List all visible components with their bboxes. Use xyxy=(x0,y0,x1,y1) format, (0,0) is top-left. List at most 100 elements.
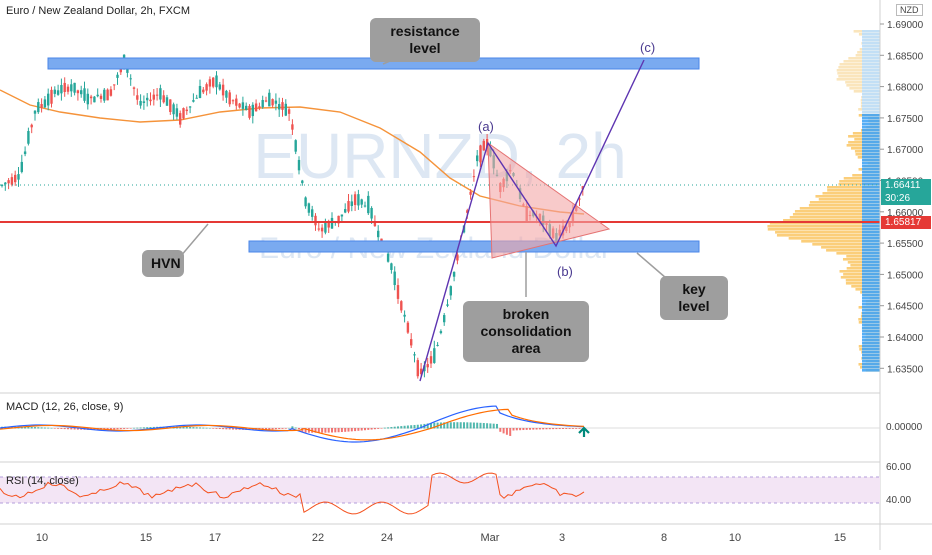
wave-path[interactable] xyxy=(419,59,645,382)
price-tick-label: 1.67500 xyxy=(887,114,924,125)
volume-profile-side-bar xyxy=(862,300,880,303)
hvn-callout[interactable]: HVN xyxy=(142,250,184,277)
macd-histogram-bar xyxy=(519,428,522,431)
time-tick-label: 3 xyxy=(559,532,565,544)
macd-histogram-bar xyxy=(208,427,211,429)
candle-body xyxy=(70,84,73,92)
macd-histogram-bar xyxy=(380,428,383,429)
volume-profile-bar xyxy=(843,60,880,63)
triangle-pattern[interactable] xyxy=(487,142,611,259)
candle-body xyxy=(63,82,66,92)
volume-profile-side-bar xyxy=(862,222,880,225)
macd-histogram-bar xyxy=(529,428,531,430)
candle-body xyxy=(0,184,4,186)
macd-histogram-bar xyxy=(373,428,376,430)
volume-profile-side-bar xyxy=(862,324,880,327)
volume-profile-side-bar xyxy=(862,87,880,90)
volume-profile-side-bar xyxy=(862,219,880,222)
macd-histogram-bar xyxy=(47,427,50,429)
volume-profile-side-bar xyxy=(862,294,880,297)
volume-profile-bar xyxy=(815,195,880,198)
candle-body xyxy=(271,99,274,106)
candle-body xyxy=(86,93,89,105)
volume-profile-side-bar xyxy=(862,270,880,273)
candle-body xyxy=(370,207,373,219)
resistance-callout[interactable]: resistance level xyxy=(370,18,480,62)
volume-profile-side-bar xyxy=(862,177,880,180)
macd-histogram-bar xyxy=(152,426,155,429)
candle-body xyxy=(20,161,23,172)
macd-histogram-bar xyxy=(215,428,218,429)
macd-histogram-bar xyxy=(479,422,482,429)
volume-profile-side-bar xyxy=(862,144,880,147)
volume-profile-side-bar xyxy=(862,174,880,177)
macd-histogram-bar xyxy=(558,428,561,430)
volume-profile-side-bar xyxy=(862,96,880,99)
candle-body xyxy=(136,95,139,100)
candle-body xyxy=(149,99,152,102)
candle-body xyxy=(113,84,116,86)
candle-body xyxy=(449,286,452,296)
price-tick-label: 1.65000 xyxy=(887,270,924,281)
candle-body xyxy=(159,88,162,100)
macd-histogram-bar xyxy=(459,422,462,429)
macd-histogram-bar xyxy=(578,428,581,429)
candle-body xyxy=(390,263,393,270)
macd-histogram-bar xyxy=(43,427,46,429)
macd-histogram-bar xyxy=(149,427,152,429)
candle-body xyxy=(337,215,340,224)
macd-histogram-bar xyxy=(522,428,525,431)
macd-histogram-bar xyxy=(67,428,69,430)
volume-profile-bar xyxy=(836,252,880,255)
candle-body xyxy=(446,304,449,306)
key-level-callout[interactable]: key level xyxy=(660,276,728,320)
candle-body xyxy=(353,194,357,206)
macd-histogram-bar xyxy=(57,428,60,429)
candle-body xyxy=(360,199,363,205)
macd-histogram-bar xyxy=(202,427,205,429)
candle-body xyxy=(357,194,360,206)
candle-body xyxy=(258,106,261,108)
macd-histogram-bar xyxy=(453,422,456,429)
price-tick-label: 1.63500 xyxy=(887,364,924,375)
macd-histogram-bar xyxy=(166,426,168,429)
volume-profile xyxy=(767,30,880,372)
price-tick-label: 1.66000 xyxy=(887,208,924,219)
volume-profile-side-bar xyxy=(862,291,880,294)
volume-profile-side-bar xyxy=(862,75,880,78)
volume-profile-bar xyxy=(837,72,880,75)
volume-profile-side-bar xyxy=(862,147,880,150)
time-axis[interactable]: 10 15 17 22 24 Mar 3 8 10 15 xyxy=(36,532,846,544)
candle-body xyxy=(410,339,413,346)
candle-body xyxy=(400,301,403,311)
candle-body xyxy=(152,94,155,100)
currency-badge: NZD xyxy=(896,4,923,16)
candle-body xyxy=(350,201,353,207)
candle-body xyxy=(324,221,327,233)
volume-profile-side-bar xyxy=(862,306,880,309)
volume-profile-side-bar xyxy=(862,102,880,105)
macd-histogram-bar xyxy=(278,428,281,430)
macd-histogram-bar xyxy=(545,428,548,430)
candle-body xyxy=(317,228,320,230)
candle-body xyxy=(169,99,172,112)
candle-body xyxy=(23,151,27,155)
volume-profile-bar xyxy=(801,240,880,243)
volume-profile-bar xyxy=(842,258,880,261)
volume-profile-side-bar xyxy=(862,357,880,360)
macd-histogram-bar xyxy=(34,427,36,429)
macd-histogram-bar xyxy=(60,428,63,429)
volume-profile-side-bar xyxy=(862,267,880,270)
volume-profile-side-bar xyxy=(862,279,880,282)
candle-body xyxy=(578,198,581,200)
volume-profile-side-bar xyxy=(862,99,880,102)
candle-body xyxy=(53,89,56,94)
key-level-zone[interactable] xyxy=(248,240,700,253)
broken-callout[interactable]: broken consolidation area xyxy=(463,301,589,362)
candle-body xyxy=(403,314,406,317)
volume-profile-bar xyxy=(799,207,880,210)
candle-body xyxy=(60,85,63,94)
time-tick-label: 17 xyxy=(209,532,221,544)
macd-histogram-bar xyxy=(182,426,185,429)
volume-profile-side-bar xyxy=(862,195,880,198)
